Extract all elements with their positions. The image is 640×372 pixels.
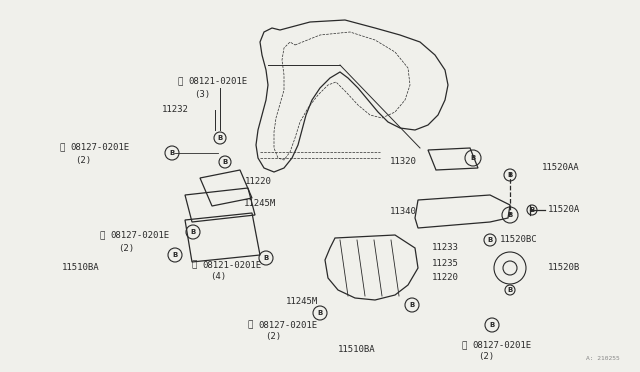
Text: Ⓑ: Ⓑ (462, 341, 467, 350)
Text: 11510BA: 11510BA (62, 263, 100, 273)
Text: B: B (488, 237, 493, 243)
Text: B: B (218, 135, 223, 141)
Text: B: B (264, 255, 269, 261)
Text: 08121-0201E: 08121-0201E (202, 260, 261, 269)
Text: Ⓑ: Ⓑ (178, 77, 184, 87)
Text: B: B (508, 212, 513, 218)
Text: 11233: 11233 (432, 244, 459, 253)
Text: (2): (2) (478, 353, 494, 362)
Text: 11235: 11235 (432, 259, 459, 267)
Text: Ⓑ: Ⓑ (60, 144, 65, 153)
Text: (4): (4) (210, 272, 226, 280)
Text: (2): (2) (265, 331, 281, 340)
Text: 11520B: 11520B (548, 263, 580, 273)
Text: Ⓑ: Ⓑ (248, 321, 253, 330)
Text: B: B (317, 310, 323, 316)
Text: 11320: 11320 (390, 157, 417, 167)
Text: 11245M: 11245M (286, 298, 318, 307)
Text: 11245M: 11245M (244, 199, 276, 208)
Text: B: B (190, 229, 196, 235)
Text: 11520A: 11520A (548, 205, 580, 215)
Text: 11520AA: 11520AA (542, 164, 580, 173)
Text: 08127-0201E: 08127-0201E (70, 144, 129, 153)
Text: 11220: 11220 (245, 177, 272, 186)
Text: B: B (410, 302, 415, 308)
Text: (3): (3) (194, 90, 210, 99)
Text: B: B (170, 150, 175, 156)
Text: (2): (2) (118, 244, 134, 253)
Text: B: B (508, 172, 513, 178)
Text: A: 210255: A: 210255 (586, 356, 620, 360)
Text: 08127-0201E: 08127-0201E (110, 231, 169, 241)
Text: 11340: 11340 (390, 208, 417, 217)
Text: 11232: 11232 (162, 106, 189, 115)
Text: Ⓑ: Ⓑ (192, 260, 197, 269)
Text: (2): (2) (75, 155, 91, 164)
Text: B: B (470, 155, 476, 161)
Text: B: B (508, 287, 513, 293)
Text: B: B (172, 252, 178, 258)
Text: 11510BA: 11510BA (338, 346, 376, 355)
Text: Ⓑ: Ⓑ (100, 231, 106, 241)
Text: 08127-0201E: 08127-0201E (472, 341, 531, 350)
Text: 11220: 11220 (432, 273, 459, 282)
Text: B: B (529, 207, 534, 213)
Text: 08121-0201E: 08121-0201E (188, 77, 247, 87)
Text: 11520BC: 11520BC (500, 235, 538, 244)
Text: B: B (222, 159, 228, 165)
Text: 08127-0201E: 08127-0201E (258, 321, 317, 330)
Text: B: B (490, 322, 495, 328)
